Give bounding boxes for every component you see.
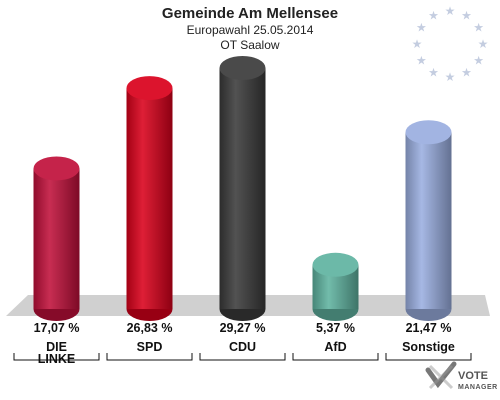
- logo-check-icon: [425, 361, 457, 390]
- value-label: 17,07 %: [34, 321, 80, 335]
- vote-manager-logo: VOTE MANAGER: [425, 361, 498, 391]
- value-label: 21,47 %: [406, 321, 452, 335]
- category-label: Sonstige: [402, 340, 455, 354]
- category-bracket: [385, 353, 472, 361]
- category-bracket: [13, 353, 100, 361]
- eu-stars-icon: ★ ★★★★★★★★★★★: [412, 4, 489, 84]
- category-label: AfD: [324, 340, 346, 354]
- value-label: 26,83 %: [127, 321, 173, 335]
- eu-star: ★: [445, 4, 456, 18]
- eu-star: ★: [445, 70, 456, 84]
- chart-subtitle-1: Europawahl 25.05.2014: [187, 23, 314, 37]
- bar-die-linke: [33, 156, 80, 321]
- value-label: 29,27 %: [220, 321, 266, 335]
- chart-subtitle-2: OT Saalow: [220, 38, 279, 52]
- category-bracket: [199, 353, 286, 361]
- bar-spd: [126, 76, 173, 321]
- eu-star: ★: [461, 8, 472, 22]
- eu-star: ★: [428, 66, 439, 80]
- eu-star: ★: [416, 21, 427, 35]
- eu-star: ★: [473, 54, 484, 68]
- category-label: CDU: [229, 340, 256, 354]
- chart-title: Gemeinde Am Mellensee: [162, 5, 338, 22]
- bar-cdu: [219, 56, 266, 321]
- logo-text: VOTE: [458, 370, 488, 382]
- eu-star: ★: [428, 8, 439, 22]
- bar-afd: [312, 252, 359, 321]
- value-label: 5,37 %: [316, 321, 355, 335]
- logo-subtext: MANAGER: [458, 384, 498, 391]
- category-bracket: [292, 353, 379, 361]
- eu-star: ★: [416, 54, 427, 68]
- category-label: DIE: [46, 340, 67, 354]
- eu-star: ★: [412, 37, 423, 51]
- category-label: SPD: [137, 340, 163, 354]
- eu-star: ★: [461, 66, 472, 80]
- bar-sonstige: [405, 120, 452, 321]
- eu-star: ★: [473, 21, 484, 35]
- category-bracket: [106, 353, 193, 361]
- category-label: LINKE: [38, 352, 76, 366]
- eu-star: ★: [478, 37, 489, 51]
